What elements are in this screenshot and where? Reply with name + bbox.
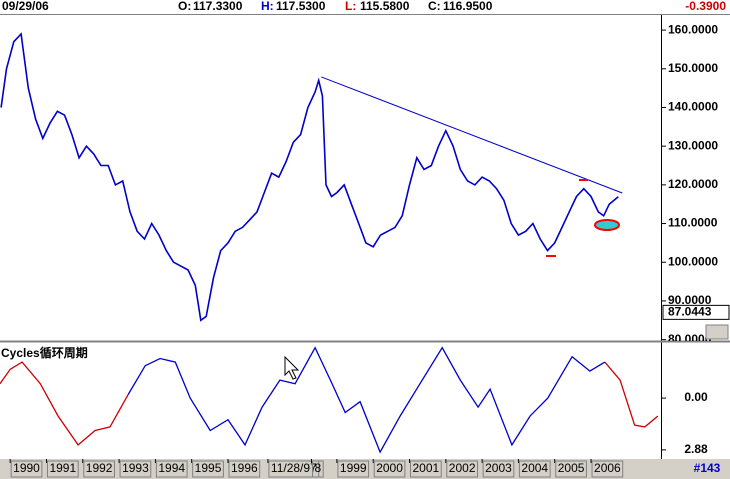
x-tick-box bbox=[268, 460, 320, 478]
x-tick-label: 2002 bbox=[449, 461, 476, 475]
y-tick-label: 140.0000 bbox=[668, 100, 718, 114]
x-tick-box bbox=[555, 460, 587, 478]
mouse-cursor bbox=[284, 355, 300, 380]
y-tick-label: 0.00 bbox=[684, 390, 708, 404]
x-tick-box bbox=[119, 460, 152, 478]
y-tick-label: 100.0000 bbox=[668, 254, 718, 268]
low-label: L: bbox=[345, 0, 356, 13]
high-label: H: bbox=[261, 0, 274, 13]
y-tick-label: 120.0000 bbox=[668, 177, 718, 191]
y-tick-label: 150.0000 bbox=[668, 61, 718, 75]
x-tick-box bbox=[446, 460, 479, 478]
cursor-value: 87.0443 bbox=[668, 305, 712, 319]
trendline bbox=[321, 76, 623, 194]
cycles-axis: 0.00 2.88 bbox=[662, 390, 708, 456]
x-tick-label: 1993 bbox=[122, 461, 149, 475]
x-tick-label: 2000 bbox=[376, 461, 403, 475]
x-tick-label: 1999 bbox=[340, 461, 367, 475]
x-tick-box bbox=[10, 460, 43, 478]
x-tick-box bbox=[83, 460, 115, 478]
x-tick-box bbox=[591, 460, 624, 478]
x-tick-box bbox=[192, 460, 224, 478]
x-tick-box bbox=[228, 460, 261, 478]
x-tick-box bbox=[410, 460, 442, 478]
change: -0.3900 bbox=[685, 0, 726, 13]
x-tick-box bbox=[46, 460, 79, 478]
x-tick-box bbox=[373, 460, 406, 478]
cycle-line bbox=[0, 361, 659, 446]
x-tick-label: 1996 bbox=[231, 461, 258, 475]
x-tick-label: 1991 bbox=[49, 461, 76, 475]
y-tick-label: 2.88 bbox=[684, 442, 708, 456]
y-tick-label: 130.0000 bbox=[668, 138, 718, 152]
x-tick-label: 2005 bbox=[558, 461, 585, 475]
x-tick-label: 2001 bbox=[413, 461, 440, 475]
cursor-value-box bbox=[662, 304, 730, 320]
x-tick-box bbox=[337, 460, 370, 478]
close-label: C: bbox=[428, 0, 441, 13]
y-tick-label: 110.0000 bbox=[668, 216, 718, 230]
x-tick-label: 1995 bbox=[195, 461, 222, 475]
x-tick-box bbox=[311, 460, 324, 478]
high-value: 117.5300 bbox=[276, 0, 326, 13]
cycle-line bbox=[127, 346, 606, 454]
x-tick-label: 1994 bbox=[158, 461, 185, 475]
price-line bbox=[0, 32, 619, 322]
x-tick-label: 1990 bbox=[13, 461, 40, 475]
header: 09/29/06 O: 117.3300 H: 117.5300 L: 115.… bbox=[2, 0, 726, 13]
toolbar-icon bbox=[705, 324, 729, 340]
cycles-panel bbox=[0, 346, 659, 454]
low-value: 115.5800 bbox=[360, 0, 410, 13]
x-tick-label: 1992 bbox=[86, 461, 113, 475]
price-axis: 160.0000 150.0000 140.0000 130.0000 120.0000… bbox=[662, 22, 730, 346]
y-tick-label: 160.0000 bbox=[668, 22, 718, 36]
cycles-title: Cycles循环周期 bbox=[1, 345, 88, 360]
x-tick-box bbox=[155, 460, 188, 478]
y-tick-label: 90.0000 bbox=[668, 293, 712, 307]
open-label: O: bbox=[178, 0, 191, 13]
time-axis-bar bbox=[0, 459, 730, 479]
x-tick-label: 2006 bbox=[594, 461, 621, 475]
highlight-ellipse bbox=[594, 219, 620, 231]
x-tick-label: 11/28/97 bbox=[271, 461, 317, 475]
axis-area bbox=[661, 15, 730, 459]
footer-id: #143 bbox=[694, 461, 721, 475]
time-axis: 1990 1991 1992 1993 1994 1995 1996 11/28/978 199… bbox=[9, 459, 624, 478]
y-tick-label: 80.0000 bbox=[668, 332, 712, 346]
x-tick-box bbox=[482, 460, 515, 478]
x-tick-box bbox=[518, 460, 551, 478]
x-tick-label: 2004 bbox=[521, 461, 548, 475]
x-tick-label: 2003 bbox=[485, 461, 512, 475]
close-value: 116.9500 bbox=[443, 0, 493, 13]
date: 09/29/06 bbox=[2, 0, 49, 13]
x-tick-label: 8 bbox=[314, 461, 321, 475]
price-panel bbox=[0, 32, 623, 322]
open-value: 117.3300 bbox=[193, 0, 243, 13]
